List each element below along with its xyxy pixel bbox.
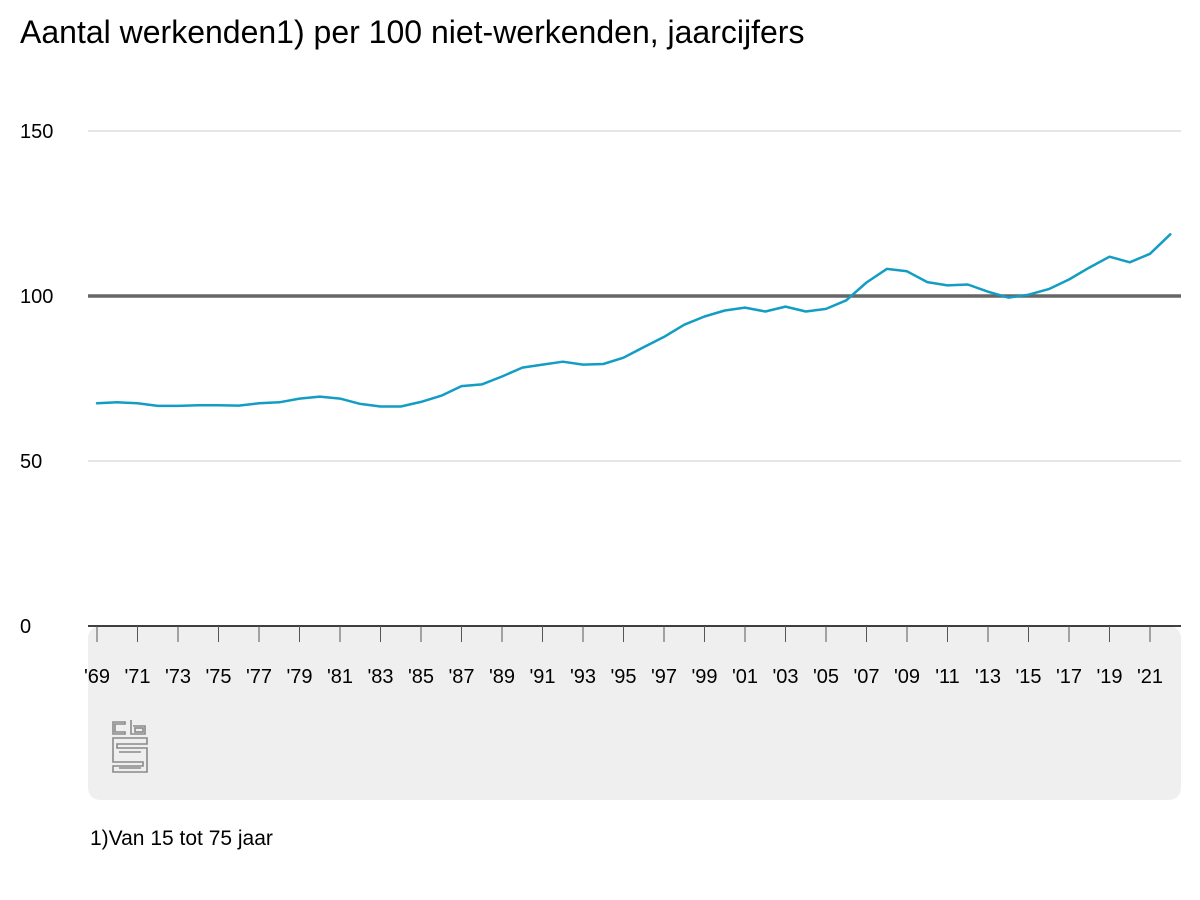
x-axis — [88, 625, 1181, 642]
x-tick-label: '77 — [246, 666, 272, 688]
x-tick-label: '19 — [1096, 666, 1122, 688]
x-tick-label: '05 — [813, 666, 839, 688]
x-tick-label: '99 — [691, 666, 717, 688]
x-tick-label: '79 — [286, 666, 312, 688]
x-tick-label: '75 — [205, 666, 231, 688]
x-axis-tick-labels: '69 '71 '73 '75 '77 '79 '81 '83 '85 '87 '89 '91 '93 '… — [84, 666, 1163, 688]
x-tick-label: '85 — [408, 666, 434, 688]
x-tick-label: '87 — [448, 666, 474, 688]
x-tick-label: '15 — [1015, 666, 1041, 688]
cbs-logo-icon — [112, 720, 148, 773]
x-tick-label: '89 — [489, 666, 515, 688]
y-tick-label: 150 — [20, 121, 53, 143]
x-tick-label: '07 — [853, 666, 879, 688]
x-tick-label: '03 — [772, 666, 798, 688]
series-line — [95, 233, 1172, 408]
x-tick-label: '73 — [165, 666, 191, 688]
x-tick-label: '95 — [610, 666, 636, 688]
x-tick-label: '81 — [327, 666, 353, 688]
x-tick-label: '91 — [529, 666, 555, 688]
y-tick-label: 50 — [20, 451, 42, 473]
x-tick-label: '01 — [732, 666, 758, 688]
x-tick-label: '17 — [1056, 666, 1082, 688]
x-tick-label: '09 — [894, 666, 920, 688]
x-tick-label: '21 — [1137, 666, 1163, 688]
x-tick-label: '69 — [84, 666, 110, 688]
x-tick-label: '11 — [935, 666, 960, 688]
footnote: 1)Van 15 tot 75 jaar — [90, 827, 273, 850]
x-tick-label: '71 — [124, 666, 150, 688]
footer-band — [88, 626, 1181, 800]
y-tick-label: 100 — [20, 286, 53, 308]
x-tick-label: '83 — [367, 666, 393, 688]
y-axis-tick-labels: 0 50 100 150 — [20, 121, 53, 638]
x-tick-label: '13 — [975, 666, 1001, 688]
y-tick-label: 0 — [20, 616, 31, 638]
chart-title: Aantal werkenden1) per 100 niet-werkende… — [20, 14, 805, 50]
x-tick-label: '97 — [651, 666, 677, 688]
x-tick-label: '93 — [570, 666, 596, 688]
